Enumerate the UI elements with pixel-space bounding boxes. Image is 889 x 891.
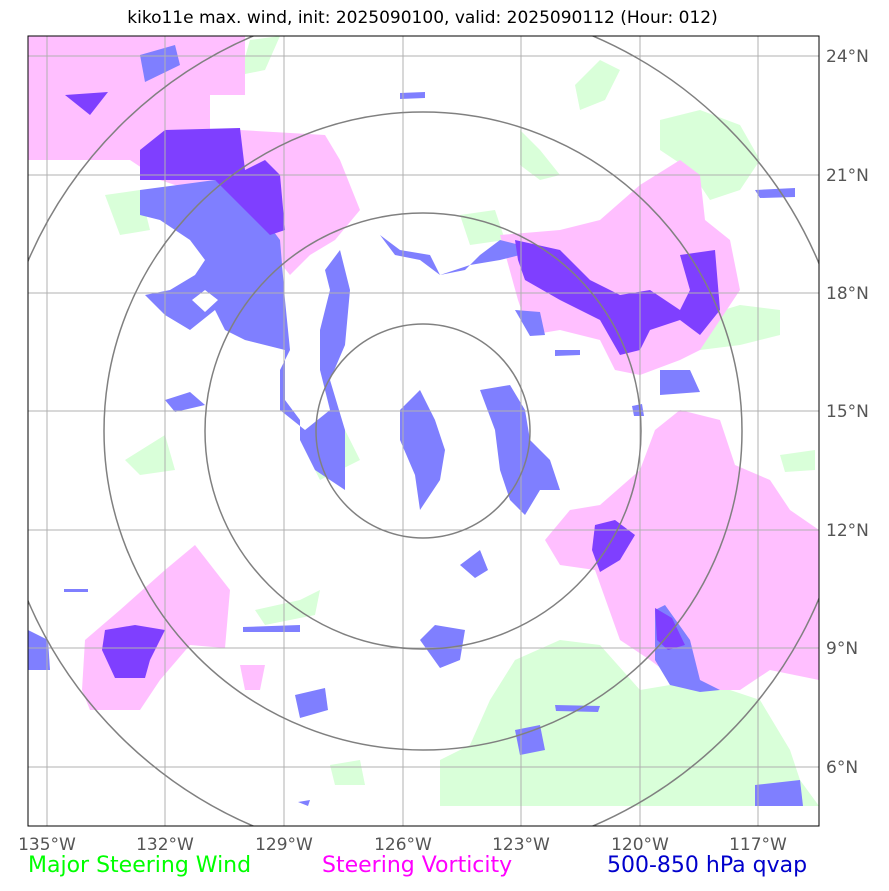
steering-wind-areas xyxy=(105,36,819,806)
lat-tick: 6°N xyxy=(826,758,858,778)
qvap-areas xyxy=(28,45,803,806)
lat-tick: 12°N xyxy=(826,521,869,541)
map-frame xyxy=(27,35,820,827)
legend-qvap: 500-850 hPa qvap xyxy=(607,853,808,878)
legend-steering-wind: Major Steering Wind xyxy=(28,853,252,878)
lat-tick-labels: 24°N 21°N 18°N 15°N 12°N 9°N 6°N xyxy=(826,47,869,778)
lon-tick: 132°W xyxy=(136,835,194,855)
lon-tick: 120°W xyxy=(611,835,669,855)
lat-tick: 24°N xyxy=(826,47,869,67)
lon-tick: 117°W xyxy=(729,835,787,855)
lon-tick: 129°W xyxy=(255,835,313,855)
lon-tick: 135°W xyxy=(18,835,76,855)
qvap-dark-areas xyxy=(65,92,720,678)
lat-tick: 9°N xyxy=(826,639,858,659)
range-rings xyxy=(28,36,819,826)
lon-tick: 126°W xyxy=(374,835,432,855)
lat-tick: 18°N xyxy=(826,284,869,304)
lat-tick: 21°N xyxy=(826,166,869,186)
lon-tick: 123°W xyxy=(492,835,550,855)
legend-steering-vorticity: Steering Vorticity xyxy=(322,853,513,878)
graticule xyxy=(28,36,819,826)
lon-tick-labels: 135°W 132°W 129°W 126°W 123°W 120°W 117°… xyxy=(18,835,787,855)
map-title: kiko11e max. wind, init: 2025090100, val… xyxy=(127,8,718,28)
lat-tick: 15°N xyxy=(826,402,869,422)
